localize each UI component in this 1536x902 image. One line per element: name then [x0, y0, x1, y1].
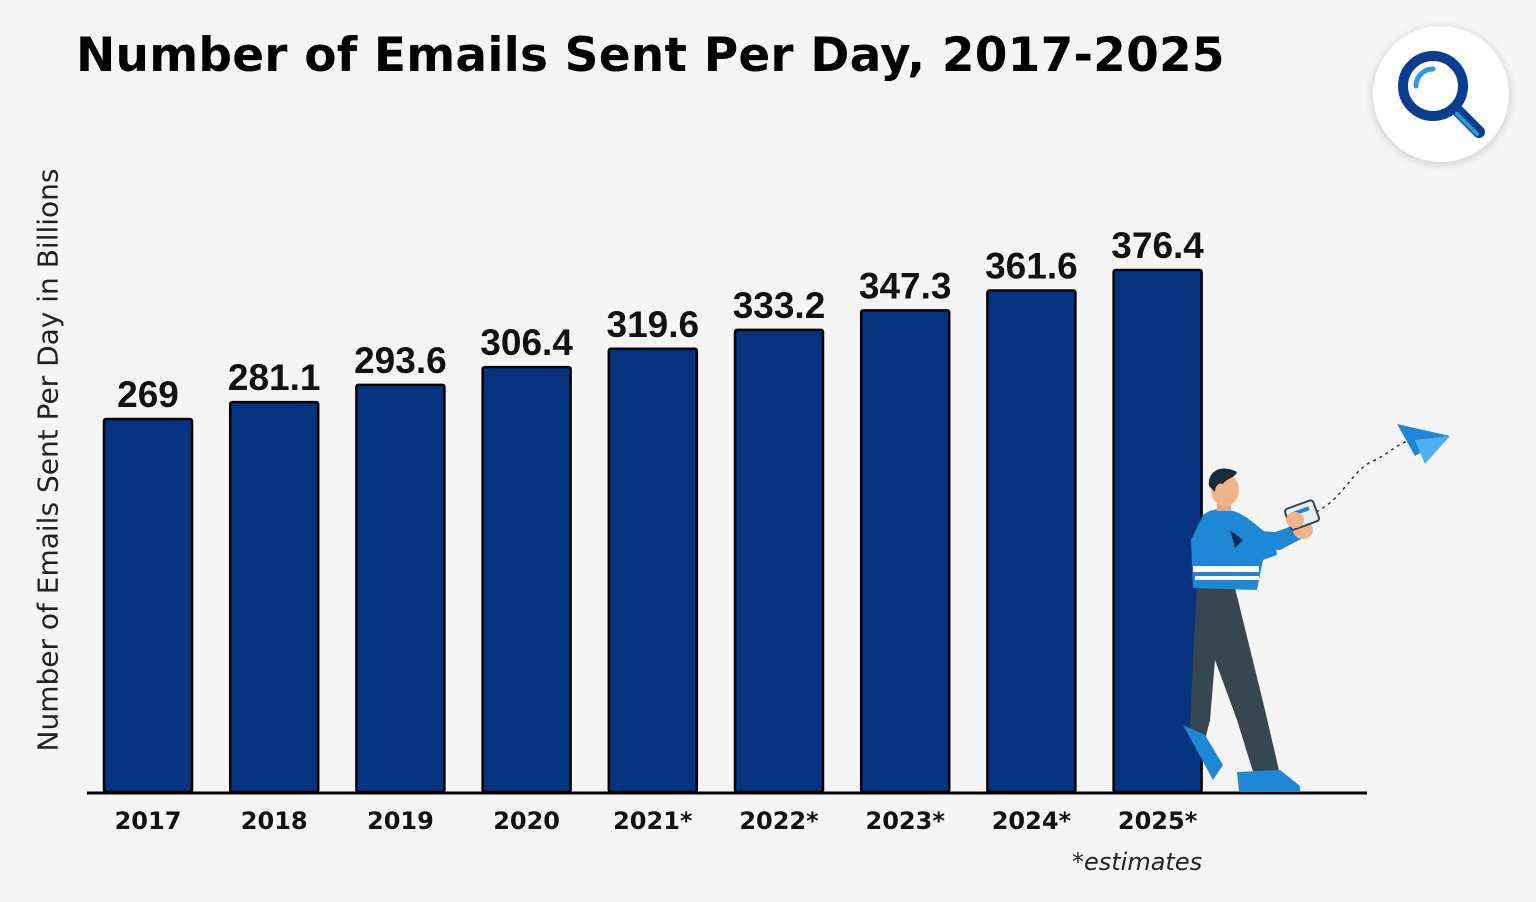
x-tick-label-2022: 2022*	[739, 807, 819, 835]
value-label-2018: 281.1	[228, 357, 321, 398]
value-label-2017: 269	[117, 374, 179, 415]
bar-2019	[355, 383, 446, 794]
bar-2022	[733, 328, 825, 794]
value-label-2022: 333.2	[733, 285, 826, 326]
bar-2018	[228, 400, 320, 794]
chart-title: Number of Emails Sent Per Day, 2017-2025	[76, 28, 1225, 83]
bar-2023	[859, 309, 951, 794]
logo	[1373, 26, 1509, 162]
x-tick-label-2019: 2019	[367, 807, 434, 835]
magnifier-icon	[1398, 51, 1485, 138]
x-tick-label-2023: 2023*	[866, 807, 946, 835]
estimates-footnote: *estimates	[1072, 848, 1203, 876]
value-label-2021: 319.6	[607, 304, 700, 345]
bar-2024	[986, 289, 1077, 794]
paper-plane-icon	[1397, 424, 1450, 464]
x-tick-label-2025: 2025*	[1118, 807, 1198, 835]
x-tick-label-2017: 2017	[115, 807, 182, 835]
value-label-2024: 361.6	[985, 246, 1078, 287]
x-tick-label-2020: 2020	[493, 807, 560, 835]
x-tick-label-2021: 2021*	[613, 807, 693, 835]
value-label-2023: 347.3	[859, 265, 952, 306]
bar-2017	[102, 417, 194, 794]
value-label-2019: 293.6	[354, 340, 447, 381]
value-label-2025: 376.4	[1111, 225, 1204, 266]
bar-2020	[481, 365, 572, 794]
x-tick-label-2024: 2024*	[992, 807, 1072, 835]
bar-2021	[607, 347, 699, 794]
x-tick-label-2018: 2018	[241, 807, 308, 835]
person-with-phone-illustration	[1183, 424, 1450, 792]
value-label-2020: 306.4	[480, 322, 573, 363]
